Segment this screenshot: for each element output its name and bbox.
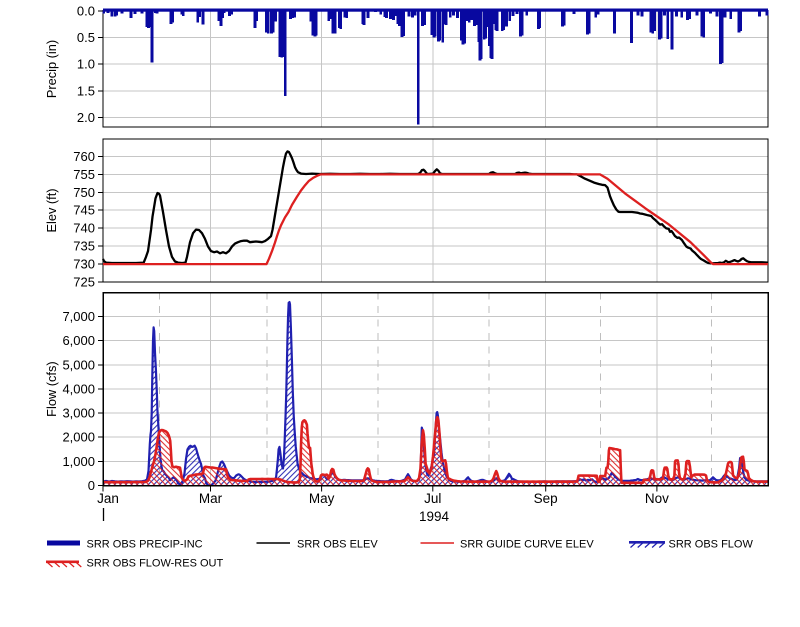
svg-text:Precip (in): Precip (in): [44, 40, 59, 98]
svg-text:0: 0: [88, 478, 95, 493]
svg-text:1.5: 1.5: [77, 83, 95, 98]
svg-text:4,000: 4,000: [62, 382, 95, 397]
svg-text:SRR OBS FLOW: SRR OBS FLOW: [669, 539, 754, 551]
svg-text:7,000: 7,000: [62, 309, 95, 324]
svg-text:SRR OBS FLOW-RES OUT: SRR OBS FLOW-RES OUT: [87, 558, 224, 570]
svg-text:Elev (ft): Elev (ft): [44, 188, 59, 232]
svg-text:750: 750: [73, 185, 95, 200]
svg-text:735: 735: [73, 239, 95, 254]
svg-text:740: 740: [73, 221, 95, 236]
svg-text:725: 725: [73, 275, 95, 290]
svg-text:0.0: 0.0: [77, 4, 95, 19]
svg-text:6,000: 6,000: [62, 333, 95, 348]
svg-text:3,000: 3,000: [62, 406, 95, 421]
svg-text:Mar: Mar: [199, 491, 223, 506]
svg-text:1,000: 1,000: [62, 454, 95, 469]
svg-text:May: May: [309, 491, 335, 506]
svg-text:Nov: Nov: [645, 491, 669, 506]
svg-text:Flow (cfs): Flow (cfs): [44, 361, 59, 416]
svg-text:0.5: 0.5: [77, 30, 95, 45]
svg-text:SRR GUIDE CURVE ELEV: SRR GUIDE CURVE ELEV: [460, 539, 594, 551]
svg-text:1.0: 1.0: [77, 57, 95, 72]
svg-text:SRR OBS PRECIP-INC: SRR OBS PRECIP-INC: [87, 539, 203, 551]
svg-text:5,000: 5,000: [62, 357, 95, 372]
svg-text:SRR OBS ELEV: SRR OBS ELEV: [297, 539, 378, 551]
svg-text:730: 730: [73, 257, 95, 272]
svg-text:745: 745: [73, 203, 95, 218]
svg-text:Jul: Jul: [424, 491, 441, 506]
svg-text:Jan: Jan: [97, 491, 119, 506]
svg-text:755: 755: [73, 167, 95, 182]
svg-text:2,000: 2,000: [62, 430, 95, 445]
svg-text:2.0: 2.0: [77, 110, 95, 125]
svg-text:Sep: Sep: [534, 491, 558, 506]
svg-text:1994: 1994: [419, 509, 450, 524]
svg-text:760: 760: [73, 149, 95, 164]
